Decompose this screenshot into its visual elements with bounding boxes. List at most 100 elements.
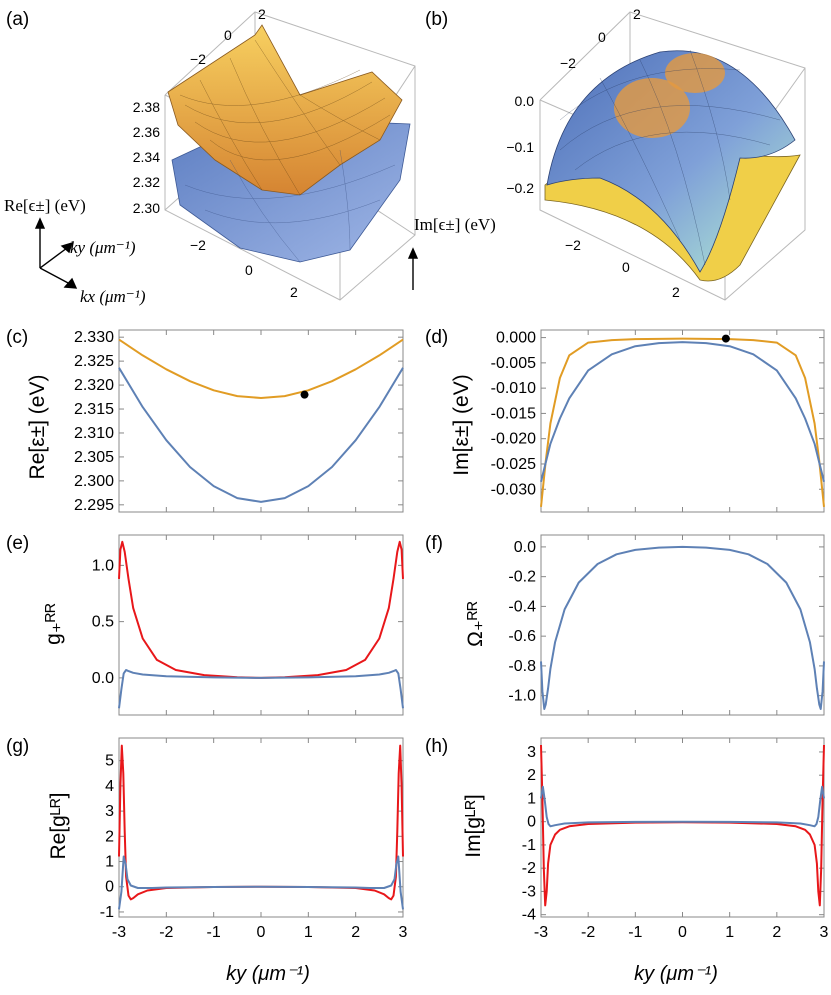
y-tick-label-h: 2 xyxy=(527,767,536,784)
y-tick-label-d: -0.005 xyxy=(491,355,536,372)
y-tick-label-f: -0.8 xyxy=(508,658,536,675)
series-line-c-orange xyxy=(118,338,404,399)
panel-label-b: (b) xyxy=(425,9,448,30)
z-tick-b-1: −0.1 xyxy=(506,139,534,155)
front-tick-b-3: 2 xyxy=(672,284,680,300)
x-tick-label-g: 2 xyxy=(351,924,360,941)
surface-plot-a: (a) 2.38 2.36 2.34 2.32 2.30 −2 0 xyxy=(6,6,416,301)
y-tick-label-e: 1.0 xyxy=(92,557,114,574)
y-tick-label-g: 1 xyxy=(105,854,114,871)
y-tick-label-e: 0.5 xyxy=(92,614,114,631)
x-tick-label-h: 1 xyxy=(725,924,734,941)
x-tick-label-h: -1 xyxy=(628,924,642,941)
y-axis-label-h: Im[gᴸᴿ] xyxy=(462,794,485,858)
x-tick-label-g: 0 xyxy=(257,924,266,941)
panel-label-d: (d) xyxy=(425,327,448,348)
surface-plot-b: (b) 0.0 −0.1 −0.2 −2 0 2 −2 0 2 Im[ϵ±] (… xyxy=(407,6,806,301)
y-axis-label-c: Re[ε±] (eV) xyxy=(26,375,49,480)
z-tick-a-2.32: 2.32 xyxy=(133,174,160,190)
y-tick-label-f: -1.0 xyxy=(508,688,536,705)
back-tick-b-1: −2 xyxy=(560,55,576,71)
panel-label-g: (g) xyxy=(6,736,29,757)
series-line-d-orange xyxy=(540,337,825,508)
front-tick-a-2: 0 xyxy=(245,262,253,278)
z-tick-a-2.38: 2.38 xyxy=(133,99,160,115)
back-tick-b-2: 0 xyxy=(598,29,606,45)
z-tick-b-2: −0.2 xyxy=(506,180,534,196)
panel-label-h: (h) xyxy=(425,736,448,757)
x-tick-label-g: -2 xyxy=(159,924,173,941)
y-tick-label-c: 2.295 xyxy=(74,497,114,514)
x-tick-label-h: 0 xyxy=(678,924,687,941)
series-line-d-blue xyxy=(540,341,825,482)
mesh-lines-a xyxy=(179,39,391,196)
y-tick-label-d: -0.020 xyxy=(491,431,536,448)
y-tick-label-f: 0.0 xyxy=(514,539,536,556)
panel-label-c: (c) xyxy=(6,327,28,348)
series-line-g-blue xyxy=(118,855,404,910)
series-line-e-blue xyxy=(118,669,404,709)
chart-panel-d: (d) Im[ε±] (eV) 0.000 -0.005 -0.010 -0.015 -… xyxy=(425,327,825,513)
series-line-e-red xyxy=(118,540,404,679)
series-line-g-red xyxy=(118,744,404,901)
x-axis-label-h: ky (μm⁻¹) xyxy=(634,963,718,985)
plot-frame-e xyxy=(118,534,404,716)
z-tick-a-2.30: 2.30 xyxy=(133,200,160,216)
plot-frame-c xyxy=(118,329,404,513)
marker-point-d xyxy=(721,334,730,343)
back-tick-b-3: 2 xyxy=(633,6,641,22)
y-tick-label-g: 5 xyxy=(105,753,114,770)
y-tick-label-e: 0.0 xyxy=(92,670,114,687)
y-tick-label-c: 2.305 xyxy=(74,449,114,466)
y-tick-label-g: 2 xyxy=(105,828,114,845)
axis-key-ky-label: ky (μm⁻¹) xyxy=(70,238,136,257)
series-line-h-red xyxy=(540,744,825,907)
panel-label-f: (f) xyxy=(425,533,443,554)
plot-frame-f xyxy=(540,534,825,716)
y-tick-label-d: -0.015 xyxy=(491,405,536,422)
y-axis-label-d: Im[ε±] (eV) xyxy=(450,374,473,475)
x-tick-label-h: -2 xyxy=(581,924,595,941)
back-tick-a-2: 0 xyxy=(224,27,232,43)
chart-panel-e: (e) g₊ᴿᴿ 0.0 0.5 1.0 xyxy=(6,533,404,716)
series-line-h-blue xyxy=(540,785,825,828)
y-tick-label-g: 4 xyxy=(105,778,114,795)
panel-label-e: (e) xyxy=(6,533,29,554)
y-tick-label-d: -0.030 xyxy=(491,481,536,498)
y-tick-label-c: 2.330 xyxy=(74,329,114,346)
y-axis-label-f: Ω₊ᴿᴿ xyxy=(464,601,487,647)
plot-frame-d xyxy=(540,329,825,513)
series-line-c-blue xyxy=(118,367,404,503)
front-tick-a-3: 2 xyxy=(290,284,298,300)
z-tick-a-2.34: 2.34 xyxy=(133,149,160,165)
front-tick-b-2: 0 xyxy=(622,259,630,275)
front-tick-a-1: −2 xyxy=(190,237,206,253)
z-tick-a-2.36: 2.36 xyxy=(133,124,160,140)
back-tick-a-1: −2 xyxy=(190,51,206,67)
y-tick-label-h: 3 xyxy=(527,744,536,761)
y-tick-label-g: 3 xyxy=(105,803,114,820)
x-tick-label-h: 3 xyxy=(820,924,829,941)
y-tick-label-g: -1 xyxy=(100,904,114,921)
y-tick-label-g: 0 xyxy=(105,879,114,896)
x-tick-label-g: -1 xyxy=(207,924,221,941)
y-tick-label-d: -0.010 xyxy=(491,380,536,397)
axis-key-z-label: Re[ϵ±] (eV) xyxy=(4,196,86,215)
y-tick-label-h: -3 xyxy=(522,883,536,900)
y-tick-label-d: -0.025 xyxy=(491,456,536,473)
y-tick-label-h: -2 xyxy=(522,860,536,877)
y-tick-label-h: -1 xyxy=(522,837,536,854)
z-tick-b-0: 0.0 xyxy=(515,93,535,109)
surface-b-z-label: Im[ϵ±] (eV) xyxy=(414,215,496,234)
y-tick-label-h: 1 xyxy=(527,790,536,807)
x-tick-label-h: -3 xyxy=(534,924,548,941)
y-tick-label-h: -4 xyxy=(522,907,536,924)
panel-label-a: (a) xyxy=(6,9,29,30)
surface-b-arrow xyxy=(407,247,419,290)
y-tick-label-c: 2.320 xyxy=(74,377,114,394)
chart-panel-f: (f) Ω₊ᴿᴿ 0.0 -0.2 -0.4 -0.6 -0.8 -1.0 xyxy=(425,533,825,716)
y-tick-label-f: -0.2 xyxy=(508,569,536,586)
y-tick-label-h: 0 xyxy=(527,814,536,831)
front-tick-b-1: −2 xyxy=(565,237,581,253)
